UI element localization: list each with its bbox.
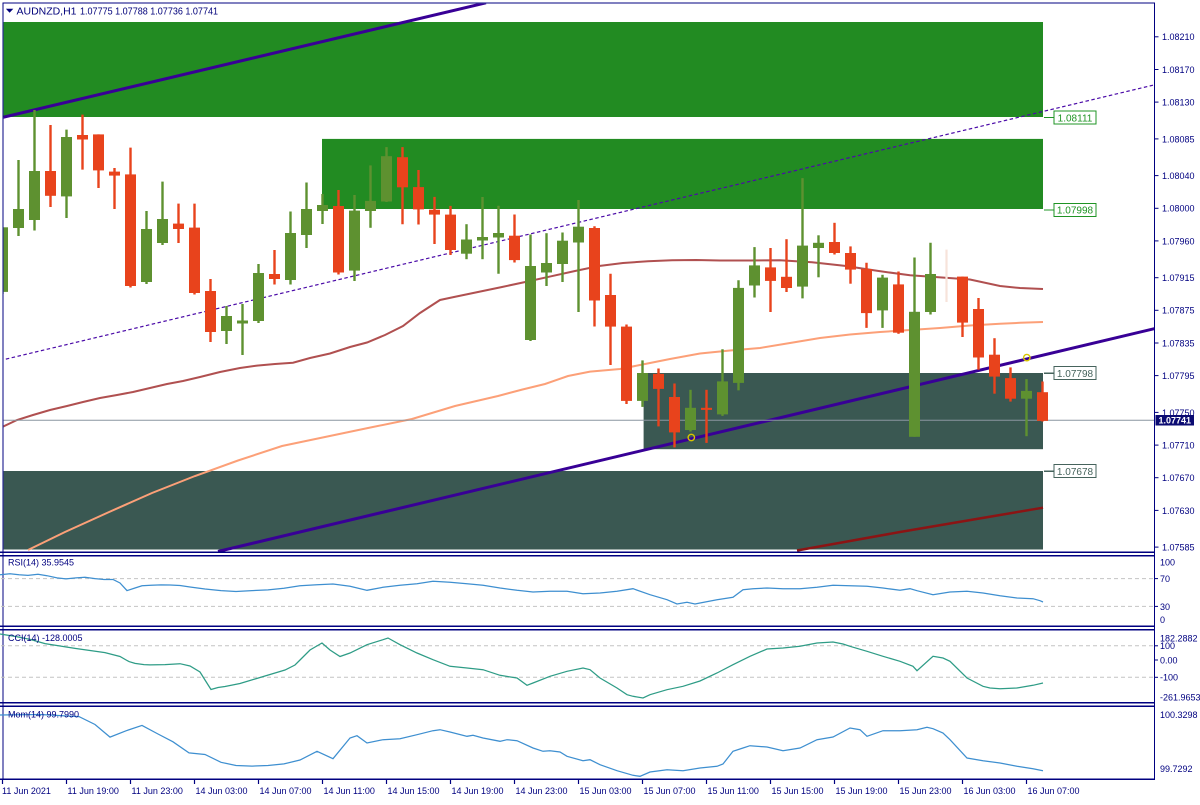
- svg-text:-100: -100: [1160, 673, 1178, 683]
- svg-text:14 Jun 15:00: 14 Jun 15:00: [388, 786, 440, 796]
- svg-text:15 Jun 23:00: 15 Jun 23:00: [900, 786, 952, 796]
- svg-text:14 Jun 07:00: 14 Jun 07:00: [260, 786, 312, 796]
- svg-text:1.08111: 1.08111: [1058, 113, 1093, 124]
- svg-text:1.07741: 1.07741: [1159, 416, 1192, 426]
- svg-text:11 Jun 2021: 11 Jun 2021: [2, 786, 51, 796]
- svg-text:1.07915: 1.07915: [1162, 273, 1195, 283]
- svg-text:1.07960: 1.07960: [1162, 236, 1195, 246]
- svg-text:11 Jun 19:00: 11 Jun 19:00: [68, 786, 119, 796]
- svg-text:15 Jun 03:00: 15 Jun 03:00: [580, 786, 632, 796]
- svg-text:1.07750: 1.07750: [1162, 408, 1195, 418]
- svg-text:1.08040: 1.08040: [1162, 171, 1195, 181]
- svg-text:100.3298: 100.3298: [1160, 710, 1198, 720]
- svg-text:1.07670: 1.07670: [1162, 473, 1195, 483]
- svg-text:1.07875: 1.07875: [1162, 306, 1195, 316]
- svg-text:0: 0: [1160, 615, 1165, 625]
- svg-text:1.08170: 1.08170: [1162, 65, 1195, 75]
- svg-text:16 Jun 07:00: 16 Jun 07:00: [1028, 786, 1080, 796]
- svg-text:1.07775 1.07788 1.07736 1.0774: 1.07775 1.07788 1.07736 1.07741: [80, 6, 218, 18]
- svg-text:15 Jun 07:00: 15 Jun 07:00: [644, 786, 696, 796]
- svg-text:1.07585: 1.07585: [1162, 543, 1195, 553]
- svg-text:99.7292: 99.7292: [1160, 764, 1193, 774]
- svg-text:1.07795: 1.07795: [1162, 371, 1195, 381]
- svg-text:RSI(14) 35.9545: RSI(14) 35.9545: [8, 558, 74, 568]
- svg-text:14 Jun 19:00: 14 Jun 19:00: [452, 786, 504, 796]
- svg-text:15 Jun 15:00: 15 Jun 15:00: [772, 786, 824, 796]
- svg-text:CCI(14) -128.0005: CCI(14) -128.0005: [8, 633, 83, 643]
- svg-text:1.07835: 1.07835: [1162, 338, 1195, 348]
- svg-text:182.2882: 182.2882: [1160, 633, 1198, 643]
- svg-text:16 Jun 03:00: 16 Jun 03:00: [964, 786, 1016, 796]
- svg-text:1.08085: 1.08085: [1162, 134, 1195, 144]
- svg-text:1.08130: 1.08130: [1162, 98, 1195, 108]
- svg-text:1.07998: 1.07998: [1057, 206, 1094, 217]
- svg-text:100: 100: [1160, 557, 1175, 567]
- svg-text:15 Jun 19:00: 15 Jun 19:00: [836, 786, 888, 796]
- svg-text:11 Jun 23:00: 11 Jun 23:00: [132, 786, 183, 796]
- svg-text:70: 70: [1160, 574, 1170, 584]
- svg-text:Mom(14) 99.7990: Mom(14) 99.7990: [8, 710, 79, 720]
- svg-text:1.08210: 1.08210: [1162, 32, 1195, 42]
- svg-text:1.07710: 1.07710: [1162, 440, 1195, 450]
- svg-text:0.00: 0.00: [1160, 655, 1178, 665]
- svg-text:1.07678: 1.07678: [1057, 467, 1094, 478]
- svg-text:30: 30: [1160, 602, 1170, 612]
- svg-text:1.07630: 1.07630: [1162, 506, 1195, 516]
- svg-text:1.07798: 1.07798: [1057, 369, 1094, 380]
- svg-text:15 Jun 11:00: 15 Jun 11:00: [708, 786, 759, 796]
- svg-text:14 Jun 03:00: 14 Jun 03:00: [196, 786, 248, 796]
- svg-text:AUDNZD,H1: AUDNZD,H1: [17, 6, 77, 18]
- svg-text:14 Jun 23:00: 14 Jun 23:00: [516, 786, 568, 796]
- svg-text:100: 100: [1160, 641, 1175, 651]
- svg-text:-261.9653: -261.9653: [1160, 692, 1200, 702]
- svg-text:1.08000: 1.08000: [1162, 204, 1195, 214]
- svg-text:14 Jun 11:00: 14 Jun 11:00: [324, 786, 375, 796]
